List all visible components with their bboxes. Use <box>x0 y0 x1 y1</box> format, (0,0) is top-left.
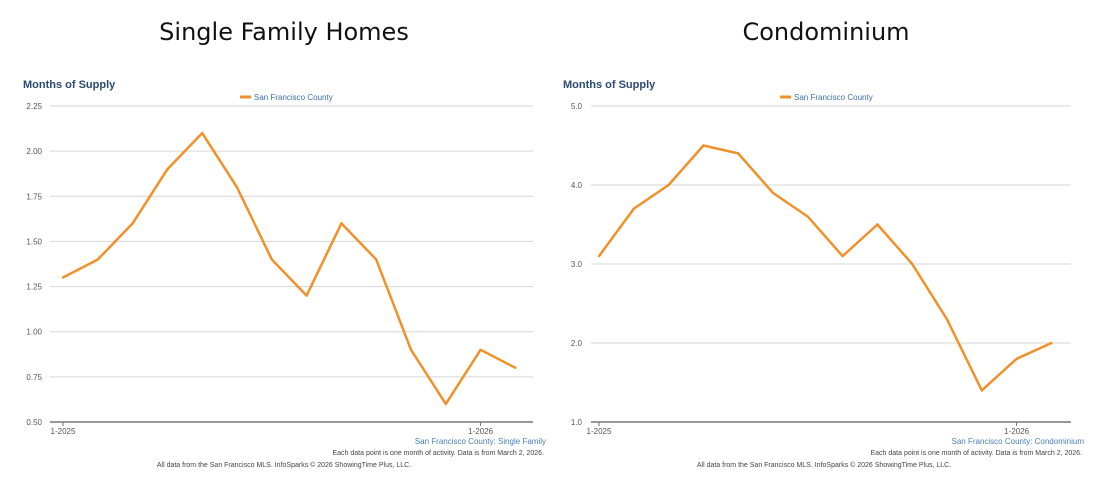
data-point <box>305 294 308 297</box>
data-point <box>1050 341 1053 345</box>
data-point <box>980 389 983 392</box>
y-tick-label: 2.00 <box>26 147 42 156</box>
x-tick-label: 1-2025 <box>51 427 76 436</box>
series-caption: San Francisco County: Single Family <box>415 437 546 446</box>
legend-label: San Francisco County <box>254 93 333 102</box>
data-point <box>632 207 635 210</box>
y-tick-label: 1.75 <box>26 192 42 201</box>
chart-condominium: Months of Supply San Francisco County 1.0 2… <box>563 79 1084 469</box>
panel-title-single-family: Single Family Homes <box>159 18 409 46</box>
data-note: Each data point is one month of activity… <box>332 450 544 457</box>
data-point <box>409 348 413 351</box>
data-point <box>841 254 844 258</box>
y-tick-label: 0.50 <box>26 418 42 427</box>
data-point <box>166 168 169 171</box>
y-tick-label: 5.0 <box>571 102 583 111</box>
data-point <box>61 276 65 279</box>
data-point <box>235 186 239 189</box>
data-point <box>771 191 775 195</box>
data-note: Each data point is one month of activity… <box>870 450 1082 457</box>
data-point <box>340 222 343 225</box>
data-point <box>945 318 949 321</box>
source-note: All data from the San Francisco MLS. Inf… <box>157 461 411 469</box>
y-tick-label: 3.0 <box>571 260 583 269</box>
y-tick-label: 4.0 <box>571 181 583 190</box>
y-tick-label: 1.0 <box>571 418 583 427</box>
data-point <box>131 222 134 225</box>
y-tick-label: 0.75 <box>26 373 42 382</box>
data-point <box>911 262 914 266</box>
data-point <box>201 131 204 135</box>
data-point <box>444 402 447 406</box>
x-tick-label: 1-2026 <box>468 427 493 436</box>
series-line-san-francisco-county <box>597 144 1052 392</box>
source-note: All data from the San Francisco MLS. Inf… <box>697 461 951 469</box>
x-tick-label: 1-2026 <box>1004 427 1029 436</box>
data-point <box>270 258 273 261</box>
y-tick-label: 2.25 <box>26 102 42 111</box>
data-point <box>876 223 879 226</box>
data-point <box>737 152 740 155</box>
series-caption: San Francisco County: Condominium <box>951 437 1084 446</box>
panel-title-condominium: Condominium <box>742 18 910 46</box>
data-point <box>96 258 100 261</box>
y-tick-label: 1.00 <box>26 328 42 337</box>
data-point <box>667 183 670 187</box>
chart-single-family: Months of Supply San Francisco County 0.50… <box>23 79 546 469</box>
legend-label: San Francisco County <box>794 93 873 102</box>
chart-heading: Months of Supply <box>23 79 116 91</box>
data-point <box>597 254 601 258</box>
series-line-san-francisco-county <box>62 131 516 406</box>
data-point <box>806 215 809 218</box>
y-tick-label: 1.50 <box>26 237 42 246</box>
data-point <box>479 348 482 351</box>
y-tick-label: 1.25 <box>26 283 42 292</box>
chart-heading: Months of Supply <box>563 79 656 91</box>
y-tick-label: 2.0 <box>571 339 583 348</box>
data-point <box>514 366 517 370</box>
data-point <box>1015 357 1018 360</box>
data-point <box>375 258 378 261</box>
x-tick-label: 1-2025 <box>587 427 612 436</box>
data-point <box>702 144 705 147</box>
